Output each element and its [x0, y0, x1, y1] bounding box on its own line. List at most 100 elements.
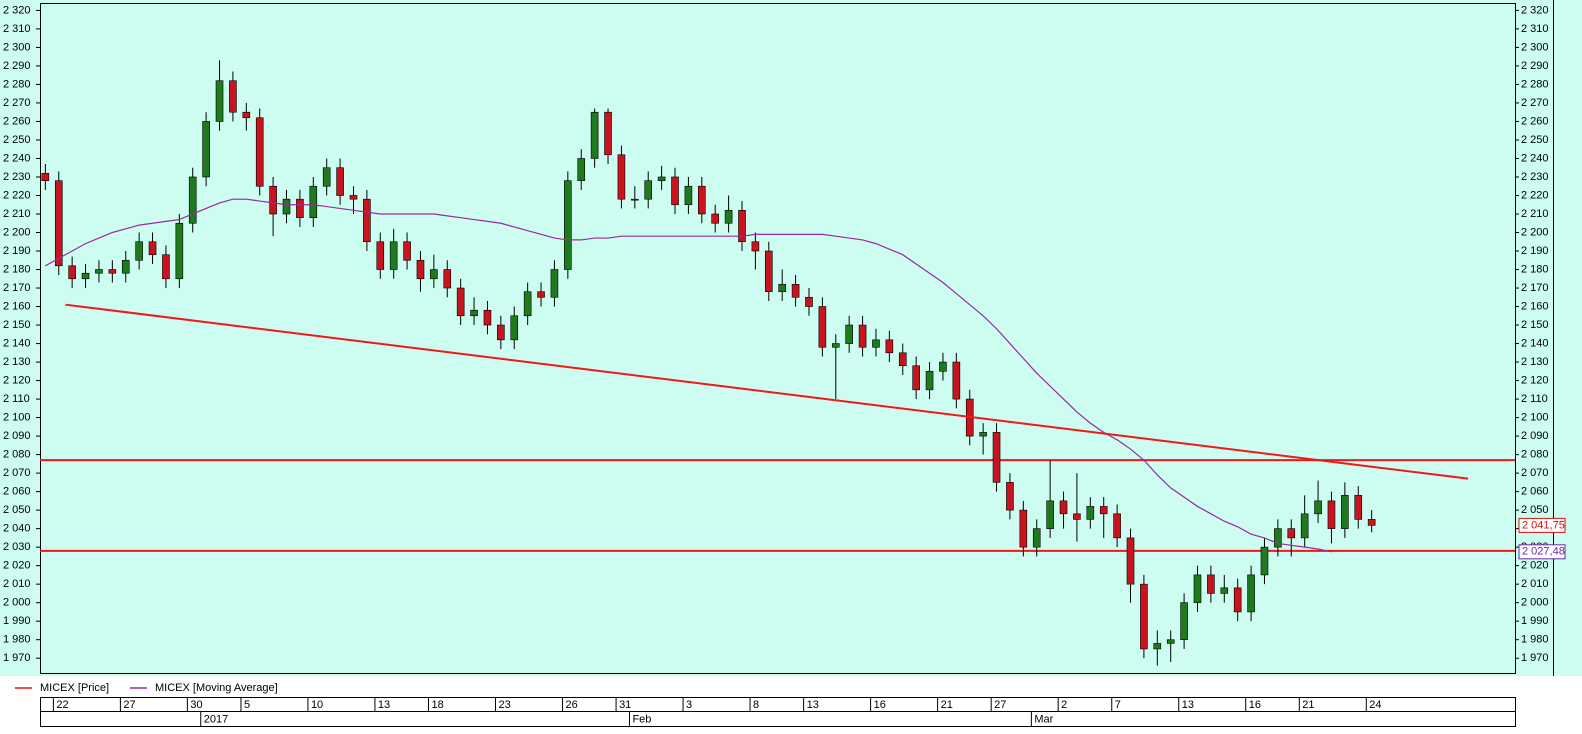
candle-body — [349, 195, 358, 200]
candle-body — [202, 121, 210, 178]
candle-body — [1126, 537, 1135, 585]
candle-body — [590, 111, 599, 159]
candle-body — [336, 167, 344, 196]
candle-body — [389, 241, 398, 270]
y-tick-label: 1 970 — [3, 652, 31, 664]
y2-tick-label: 2 320 — [1521, 4, 1549, 16]
x-tick-label: 31 — [619, 699, 631, 711]
y-tick-label: 1 980 — [3, 634, 31, 646]
candle-body — [416, 259, 425, 280]
y-tick-label: 2 200 — [3, 226, 31, 238]
y2-tick-label: 2 000 — [1521, 597, 1549, 609]
candle-body — [805, 296, 813, 307]
candle-body — [162, 254, 170, 280]
candle-body — [604, 111, 612, 156]
x-tick-label: 13 — [1182, 699, 1194, 711]
candle-body — [108, 269, 117, 274]
y-tick-label: 2 050 — [3, 504, 31, 516]
x-tick-label: 21 — [1302, 699, 1314, 711]
candle-body — [992, 432, 1001, 483]
candle-body — [282, 198, 291, 215]
candle-body — [845, 324, 853, 344]
y-tick-label: 2 270 — [3, 97, 31, 109]
candle-body — [470, 309, 478, 317]
moving-average-line — [45, 198, 1332, 553]
last-value-box — [1518, 544, 1566, 560]
x-tick-label: 27 — [994, 699, 1006, 711]
y-tick-label: 2 130 — [3, 356, 31, 368]
month-label: Mar — [1034, 713, 1053, 725]
x-tick-label: 8 — [753, 699, 759, 711]
candle-body — [831, 343, 840, 348]
candle-body — [188, 176, 197, 224]
y2-tick-label: 2 180 — [1521, 263, 1549, 275]
y-tick-label: 2 190 — [3, 245, 31, 257]
candle-body — [724, 209, 733, 224]
x-tick-label: 27 — [123, 699, 135, 711]
candle-body — [1059, 500, 1068, 515]
last-value-box — [1518, 517, 1566, 533]
y-tick-label: 2 210 — [3, 208, 31, 220]
candle-body — [912, 365, 920, 391]
y2-tick-label: 2 060 — [1521, 486, 1549, 498]
candle-body — [1327, 500, 1336, 529]
candle-body — [95, 269, 103, 274]
x-tick-label: 24 — [1369, 699, 1381, 711]
candle-body — [269, 185, 277, 215]
candle-body — [952, 361, 961, 400]
y2-tick-label: 2 080 — [1521, 449, 1549, 461]
candle-body — [54, 180, 63, 267]
y-tick-label: 2 280 — [3, 78, 31, 90]
y-tick-label: 2 260 — [3, 115, 31, 127]
candle-body — [1166, 639, 1175, 644]
candle-body — [818, 306, 827, 348]
x-tick-label: 5 — [244, 699, 250, 711]
candle-body — [738, 209, 746, 243]
plot-area — [40, 60, 1515, 666]
candle-body — [497, 324, 505, 341]
candle-body — [1341, 495, 1349, 529]
last-value-label: 2 041,75 — [1522, 519, 1565, 531]
candle-body — [791, 284, 800, 298]
candle-body — [242, 111, 251, 119]
candle-body — [430, 269, 438, 280]
candle-body — [376, 241, 385, 270]
chart-background — [0, 0, 1582, 676]
x-tick-label: 13 — [378, 699, 390, 711]
legend-label: MICEX [Price] — [40, 682, 109, 694]
candle-body — [1006, 482, 1014, 511]
candle-body — [68, 265, 76, 280]
y2-tick-label: 2 200 — [1521, 226, 1549, 238]
candle-body — [1233, 587, 1242, 613]
candle-body — [229, 80, 237, 113]
y-tick-label: 2 010 — [3, 578, 31, 590]
candle-body — [1180, 602, 1188, 640]
candle-body — [898, 352, 907, 367]
candle-body — [1367, 519, 1376, 526]
y2-tick-label: 2 110 — [1521, 393, 1548, 405]
y-tick-label: 2 300 — [3, 41, 31, 53]
candle-body — [148, 241, 157, 256]
candle-body — [564, 180, 572, 270]
candle-body — [698, 185, 706, 215]
x-tick-label: 13 — [807, 699, 819, 711]
candle-body — [1099, 506, 1108, 515]
candle-body — [1032, 528, 1041, 548]
y2-tick-label: 2 280 — [1521, 78, 1549, 90]
y2-tick-label: 2 090 — [1521, 430, 1549, 442]
candle-body — [657, 176, 666, 181]
candle-body — [577, 158, 586, 181]
candle-body — [979, 432, 987, 437]
y-tick-label: 2 290 — [3, 60, 31, 72]
x-tick-label: 21 — [941, 699, 953, 711]
candle-body — [778, 284, 786, 293]
candle-body — [1274, 528, 1282, 548]
candle-body — [215, 80, 224, 122]
candle-body — [523, 291, 532, 317]
candle-body — [1086, 506, 1095, 520]
y-tick-label: 2 310 — [3, 23, 31, 35]
candle-body — [175, 222, 184, 280]
y2-tick-label: 2 150 — [1521, 319, 1549, 331]
candle-body — [1220, 587, 1229, 594]
